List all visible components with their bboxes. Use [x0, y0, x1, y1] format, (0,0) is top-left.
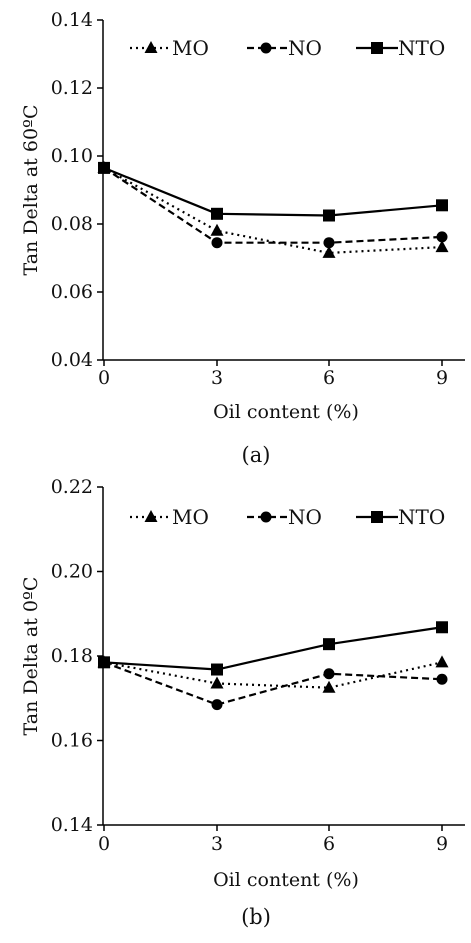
legend: MO NO NTO	[130, 505, 445, 529]
data-point-no	[323, 237, 335, 249]
chart-panel-2: 0.14 0.16 0.18 0.20 0.22 0 3 6 9 Oil content (%) T…	[20, 476, 465, 929]
legend-label-mo: MO	[172, 505, 209, 529]
data-point-mo	[210, 223, 224, 236]
series-no	[98, 162, 448, 249]
y-tick-label: 0.04	[51, 349, 93, 371]
data-point-nto	[436, 199, 448, 212]
x-tick-label: 0	[98, 367, 110, 389]
legend-marker-nto	[371, 42, 383, 54]
legend-marker-mo	[144, 510, 158, 522]
data-point-no	[436, 673, 448, 685]
y-tick-label: 0.08	[51, 213, 93, 235]
series-line-nto	[103, 166, 443, 217]
legend-label-nto: NTO	[398, 505, 445, 529]
series-line-no	[103, 166, 443, 244]
x-tick-label: 9	[436, 833, 448, 855]
panel-label: (a)	[242, 443, 271, 467]
y-tick-label: 0.06	[51, 281, 93, 303]
y-tick-label: 0.14	[51, 9, 93, 31]
x-tick-label: 6	[323, 833, 335, 855]
legend-marker-nto	[371, 511, 383, 523]
x-axis-title: Oil content (%)	[213, 869, 359, 891]
data-point-no	[211, 237, 223, 249]
data-point-nto	[98, 161, 110, 174]
legend-marker-no	[260, 42, 272, 54]
panel-label: (b)	[241, 905, 271, 929]
data-point-nto	[323, 638, 335, 651]
data-point-mo	[322, 680, 336, 693]
data-point-nto	[323, 209, 335, 222]
x-tick-label: 3	[211, 367, 223, 389]
y-tick-label: 0.16	[51, 730, 93, 752]
series-mo	[97, 655, 449, 693]
series-nto	[98, 161, 448, 222]
data-point-nto	[436, 621, 448, 634]
data-point-no	[323, 668, 335, 680]
data-point-nto	[211, 663, 223, 676]
data-point-mo	[210, 676, 224, 689]
legend-marker-mo	[144, 41, 158, 53]
series-line-nto	[103, 626, 443, 671]
legend: MO NO NTO	[130, 36, 445, 60]
y-tick-label: 0.10	[51, 145, 93, 167]
data-point-mo	[435, 240, 449, 253]
data-point-no	[436, 231, 448, 243]
y-tick-label: 0.20	[51, 561, 93, 583]
y-axis-title: Tan Delta at 60ºC	[20, 104, 42, 275]
data-point-nto	[211, 207, 223, 220]
series-line-no	[103, 661, 443, 706]
legend-label-no: NO	[288, 505, 322, 529]
chart-panel-1: 0.04 0.06 0.08 0.10 0.12 0.14 0 3 6 9 Oil content …	[20, 9, 465, 467]
y-axis-title: Tan Delta at 0ºC	[20, 577, 42, 736]
x-tick-label: 6	[323, 367, 335, 389]
y-tick-label: 0.18	[51, 645, 93, 667]
data-point-nto	[98, 656, 110, 669]
legend-marker-no	[260, 511, 272, 523]
data-point-mo	[322, 245, 336, 258]
legend-label-nto: NTO	[398, 36, 445, 60]
y-tick-label: 0.14	[51, 814, 93, 836]
legend-label-mo: MO	[172, 36, 209, 60]
y-tick-label: 0.12	[51, 77, 93, 99]
y-tick-label: 0.22	[51, 476, 93, 498]
series-nto	[98, 621, 448, 676]
data-point-mo	[435, 655, 449, 668]
data-point-no	[211, 699, 223, 711]
x-tick-label: 9	[436, 367, 448, 389]
x-axis-title: Oil content (%)	[213, 401, 359, 423]
x-tick-label: 0	[98, 833, 110, 855]
legend-label-no: NO	[288, 36, 322, 60]
x-tick-label: 3	[211, 833, 223, 855]
